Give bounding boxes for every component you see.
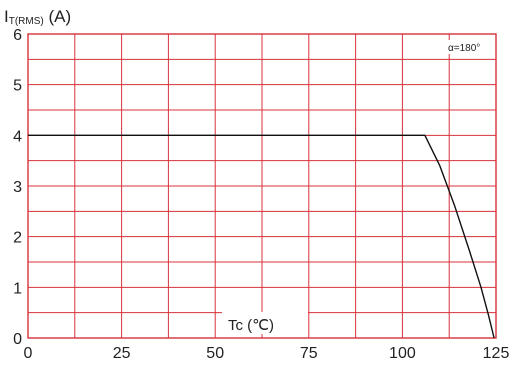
x-tick-label: 75 xyxy=(300,345,318,362)
y-tick-label: 4 xyxy=(13,128,22,145)
y-tick-labels: 0 1 2 3 4 5 6 xyxy=(13,27,22,348)
y-tick-label: 1 xyxy=(13,280,22,297)
x-tick-label: 25 xyxy=(113,345,131,362)
x-axis-label: Tc (℃) xyxy=(228,317,274,334)
y-tick-label: 0 xyxy=(13,331,22,348)
y-tick-label: 5 xyxy=(13,78,22,95)
y-tick-label: 2 xyxy=(13,230,22,247)
y-axis-label: IT(RMS) (A) xyxy=(4,7,71,27)
x-tick-label: 100 xyxy=(389,345,416,362)
series-group xyxy=(28,134,495,339)
x-tick-label: 50 xyxy=(206,345,224,362)
y-tick-label: 3 xyxy=(13,179,22,196)
y-tick-label: 6 xyxy=(13,27,22,44)
x-tick-label: 125 xyxy=(483,345,510,362)
x-axis-label-bg xyxy=(222,312,308,334)
x-tick-labels: 0 25 50 75 100 125 xyxy=(24,345,510,362)
x-tick-label: 0 xyxy=(24,345,33,362)
annotation-bg xyxy=(446,40,494,54)
grid-lines xyxy=(28,34,496,338)
conduction-angle-annotation: α=180° xyxy=(448,43,480,54)
series-line xyxy=(28,134,495,339)
